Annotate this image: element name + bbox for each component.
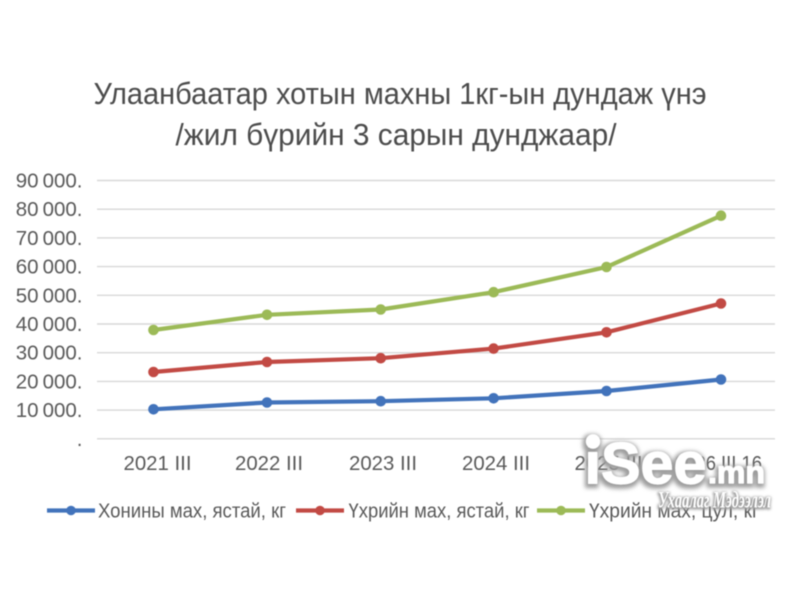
svg-text:2026 III 16: 2026 III 16 — [675, 453, 762, 475]
svg-text:2025 III: 2025 III — [575, 453, 643, 475]
svg-text:Үхрийн мах, ястай, кг: Үхрийн мах, ястай, кг — [349, 501, 530, 523]
svg-text:40 000.: 40 000. — [16, 313, 83, 336]
svg-text:2023 III: 2023 III — [349, 453, 417, 475]
svg-text:90 000.: 90 000. — [16, 170, 83, 193]
svg-text:Ухаалаг Мэдээлэл: Ухаалаг Мэдээлэл — [658, 488, 771, 514]
svg-text:80 000.: 80 000. — [16, 198, 83, 221]
svg-text:Хонины мах, ястай, кг: Хонины мах, ястай, кг — [98, 501, 286, 523]
svg-text:2021 III: 2021 III — [124, 453, 192, 475]
svg-text:Улаанбаатар хотын махны 1кг-ын: Улаанбаатар хотын махны 1кг-ын дундаж үн… — [94, 76, 707, 111]
svg-text:70 000.: 70 000. — [16, 227, 83, 250]
svg-text:/жил бүрийн 3 сарын дунджаар/: /жил бүрийн 3 сарын дунджаар/ — [176, 117, 617, 152]
svg-text:.: . — [77, 428, 83, 451]
svg-text:20 000.: 20 000. — [16, 370, 83, 393]
svg-text:2022 III: 2022 III — [235, 453, 303, 475]
svg-text:Үхрийн мах, цул, кг: Үхрийн мах, цул, кг — [589, 501, 759, 523]
svg-text:50 000.: 50 000. — [16, 284, 83, 307]
svg-text:2024 III: 2024 III — [462, 453, 530, 475]
svg-text:60 000.: 60 000. — [16, 256, 83, 279]
svg-text:iSee: iSee — [585, 432, 707, 497]
svg-text:.mn: .mn — [708, 454, 765, 490]
svg-text:30 000.: 30 000. — [16, 342, 83, 365]
svg-text:10 000.: 10 000. — [16, 399, 83, 422]
